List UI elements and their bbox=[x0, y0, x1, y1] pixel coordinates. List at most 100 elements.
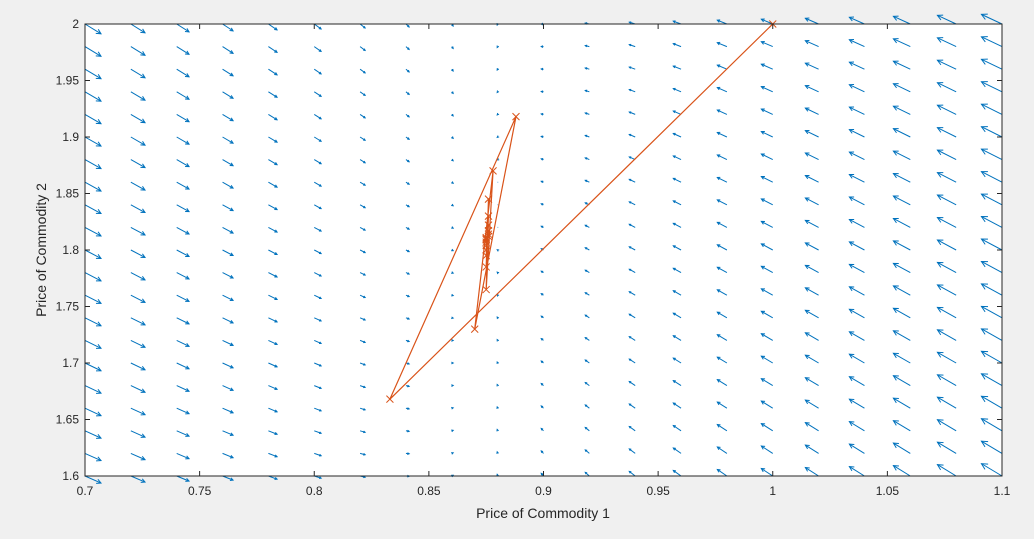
field-arrow-head bbox=[804, 444, 810, 450]
field-arrow-shaft bbox=[937, 351, 957, 364]
field-arrow-shaft bbox=[314, 452, 322, 457]
field-arrow-shaft bbox=[222, 407, 234, 414]
field-arrow-head bbox=[980, 103, 988, 110]
field-arrow-head bbox=[628, 380, 632, 384]
trajectory-marker-stroke bbox=[482, 241, 491, 250]
field-arrow-head bbox=[848, 308, 855, 314]
field-arrow-head bbox=[628, 336, 632, 339]
field-arrow-head bbox=[274, 94, 279, 98]
field-arrow bbox=[222, 204, 235, 212]
field-arrow-shaft bbox=[717, 132, 728, 138]
field-arrow bbox=[584, 471, 590, 477]
field-arrow-shaft bbox=[849, 84, 865, 93]
field-arrow bbox=[451, 158, 454, 162]
field-arrow-head bbox=[95, 276, 102, 282]
field-arrow-shaft bbox=[761, 41, 773, 48]
field-arrow-shaft bbox=[805, 62, 819, 70]
field-arrow bbox=[313, 113, 323, 120]
field-arrow-head bbox=[848, 286, 855, 292]
field-arrow-head bbox=[318, 184, 323, 187]
field-arrow-head bbox=[848, 331, 855, 337]
field-arrow bbox=[936, 261, 957, 274]
field-arrow-head bbox=[672, 200, 676, 204]
field-arrow-shaft bbox=[84, 113, 102, 125]
field-arrow bbox=[359, 339, 367, 344]
field-arrow-head bbox=[672, 20, 676, 24]
field-arrow-head bbox=[407, 384, 411, 388]
field-arrow-shaft bbox=[893, 420, 911, 432]
field-arrow-head bbox=[407, 24, 410, 28]
field-arrow-head bbox=[980, 305, 989, 313]
field-arrow-head bbox=[451, 113, 454, 117]
field-arrow-head bbox=[672, 447, 676, 451]
field-arrow bbox=[848, 61, 865, 70]
field-arrow-head bbox=[628, 43, 632, 47]
field-arrow bbox=[84, 91, 102, 102]
field-arrow bbox=[892, 262, 911, 274]
field-arrow-head bbox=[274, 409, 279, 413]
field-arrow bbox=[936, 172, 957, 183]
field-arrow-head bbox=[716, 266, 721, 271]
field-arrow bbox=[84, 339, 102, 349]
field-arrow-head bbox=[318, 116, 323, 120]
field-arrow-head bbox=[716, 86, 721, 91]
field-arrow bbox=[496, 249, 500, 252]
field-arrow-head bbox=[496, 271, 500, 275]
field-arrow-shaft bbox=[981, 103, 1003, 115]
field-arrow-shaft bbox=[849, 196, 865, 206]
field-arrow-shaft bbox=[981, 261, 1003, 274]
field-arrow bbox=[716, 379, 728, 387]
field-arrow-shaft bbox=[130, 159, 146, 169]
field-arrow bbox=[176, 181, 191, 190]
field-arrow-head bbox=[848, 84, 855, 89]
field-arrow bbox=[892, 240, 911, 251]
field-arrow-head bbox=[628, 291, 632, 294]
field-arrow-shaft bbox=[176, 385, 190, 392]
field-arrow-head bbox=[936, 239, 944, 246]
field-arrow-head bbox=[980, 328, 989, 335]
field-arrow-head bbox=[229, 185, 235, 189]
field-arrow bbox=[628, 313, 636, 319]
field-arrow bbox=[84, 181, 102, 192]
field-arrow-head bbox=[274, 184, 279, 188]
field-arrow-shaft bbox=[222, 136, 234, 144]
field-arrow bbox=[892, 352, 911, 364]
field-arrow-shaft bbox=[268, 475, 278, 480]
field-arrow-head bbox=[229, 319, 235, 324]
y-tick-label: 1.9 bbox=[62, 130, 79, 144]
field-arrow-shaft bbox=[673, 110, 682, 115]
field-arrow bbox=[176, 475, 191, 482]
field-arrow-head bbox=[892, 150, 899, 156]
field-arrow-shaft bbox=[84, 407, 102, 417]
field-arrow-shaft bbox=[805, 264, 819, 274]
field-arrow bbox=[848, 196, 865, 206]
field-arrow-shaft bbox=[130, 23, 146, 34]
field-arrow-head bbox=[540, 382, 544, 386]
field-arrow bbox=[222, 113, 235, 122]
field-arrow bbox=[672, 312, 682, 319]
field-arrow-head bbox=[540, 45, 544, 48]
field-arrow-shaft bbox=[717, 154, 728, 161]
field-arrow bbox=[760, 198, 773, 206]
field-arrow bbox=[584, 247, 590, 251]
field-arrow-shaft bbox=[672, 447, 682, 454]
field-arrow bbox=[892, 375, 911, 387]
field-arrow-head bbox=[95, 254, 102, 259]
field-arrow bbox=[584, 359, 590, 364]
field-arrow-head bbox=[274, 252, 279, 256]
field-arrow bbox=[936, 441, 957, 454]
field-arrow bbox=[716, 356, 728, 364]
field-arrow bbox=[176, 385, 191, 392]
field-arrow bbox=[130, 385, 147, 393]
field-arrow-shaft bbox=[937, 104, 957, 115]
field-arrow-head bbox=[936, 37, 944, 43]
field-arrow bbox=[405, 384, 411, 388]
field-arrow bbox=[628, 336, 636, 341]
field-arrow bbox=[672, 402, 682, 409]
field-arrow bbox=[848, 308, 865, 319]
field-arrow bbox=[313, 68, 323, 75]
field-arrow-shaft bbox=[268, 407, 278, 413]
field-arrow-shaft bbox=[937, 127, 957, 138]
field-arrow-head bbox=[848, 218, 855, 224]
field-arrow-head bbox=[407, 182, 411, 185]
